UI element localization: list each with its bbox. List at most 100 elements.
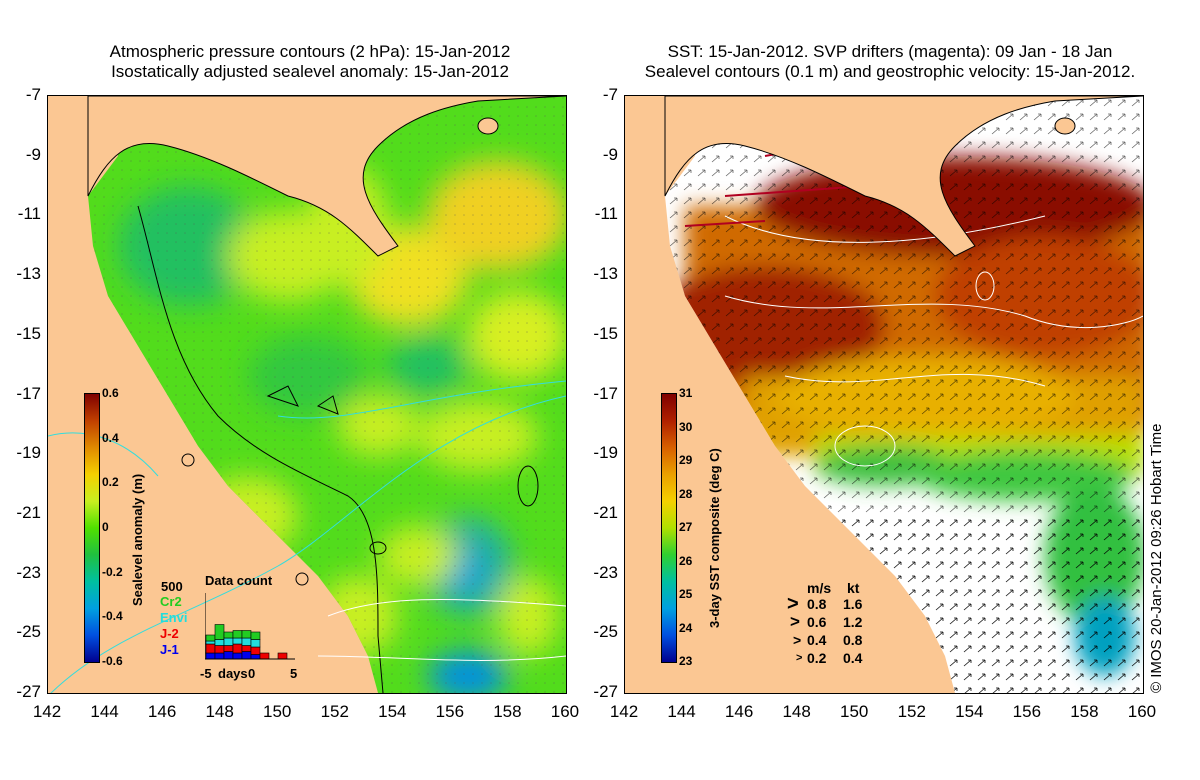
velocity-arrow-icon: > (787, 593, 799, 615)
x-tick-label: 144 (90, 702, 119, 721)
y-tick-label: -17 (16, 383, 41, 403)
data-count-x-label: days (218, 666, 248, 681)
sst-map: 31 30 29 28 27 26 25 24 23 3-day SST composite (… (624, 95, 1144, 694)
x-tick-label: 146 (724, 702, 754, 721)
sealevel-colorbar-label: Sealevel anomaly (m) (130, 473, 145, 606)
data-count-bar-cr2 (241, 630, 252, 639)
x-tick-label: 148 (782, 702, 811, 721)
data-count-bar-envi (223, 637, 234, 646)
data-count-bar-envi (232, 637, 243, 645)
data-count-bar-cr2 (232, 630, 243, 639)
x-tick-label: 158 (1070, 702, 1099, 721)
y-tick-label: -7 (25, 85, 41, 104)
y-tick-label: -13 (593, 264, 618, 284)
y-tick-label: -15 (16, 323, 41, 343)
colorbar-tick-label: 0.6 (102, 386, 119, 400)
data-count-bar-j-1 (214, 652, 225, 660)
colorbar-tick-label: -0.6 (102, 654, 123, 668)
colorbar-tick-label: 30 (679, 419, 693, 434)
sealevel-map-graphic (48, 96, 566, 693)
data-count-bar-j-2 (277, 652, 288, 660)
colorbar-tick-label: 28 (679, 486, 693, 501)
x-tick-label: 158 (493, 702, 522, 721)
x-tick-label: 152 (320, 702, 349, 721)
sst-colorbar-label: 3-day SST composite (deg C) (707, 448, 722, 628)
data-count-bar-cr2 (214, 624, 225, 640)
velocity-arrow-icon: > (790, 612, 800, 631)
y-tick-label: -9 (25, 144, 41, 164)
data-count-bar-j-1 (241, 651, 252, 660)
data-count-bar-j-1 (232, 652, 243, 660)
mission-legend-j-1: J-1 (160, 642, 179, 657)
velocity-arrow-icon: > (796, 652, 803, 664)
colorbar-tick-label: 25 (679, 587, 693, 601)
velocity-arrow-icon: > (793, 632, 802, 648)
velocity-kt-value: 0.4 (843, 650, 863, 666)
data-count-x-label: -5 (200, 666, 212, 681)
data-count-x-label: 5 (290, 666, 298, 681)
colorbar-tick-label: 24 (679, 620, 693, 635)
velocity-ms-value: 0.2 (807, 650, 827, 666)
colorbar-tick-label: 27 (679, 520, 693, 534)
sst-map-graphic (625, 96, 1143, 693)
velocity-ms-value: 0.8 (807, 596, 827, 612)
mission-legend-cr2: Cr2 (160, 594, 182, 609)
velocity-ms-value: 0.6 (807, 614, 827, 630)
x-tick-label: 146 (147, 702, 177, 721)
data-count-bar-cr2 (205, 634, 216, 642)
data-count-bar-envi (241, 637, 252, 646)
velocity-kt-value: 1.2 (843, 614, 863, 630)
y-tick-label: -25 (16, 622, 41, 642)
x-tick-label: 160 (1127, 702, 1157, 721)
y-tick-label: -27 (593, 682, 618, 701)
y-tick-label: -27 (16, 682, 41, 701)
data-count-bar-j-2 (214, 645, 225, 654)
right-title-line1: SST: 15-Jan-2012. SVP drifters (magenta)… (667, 42, 1113, 61)
left-title-line2: Isostatically adjusted sealevel anomaly:… (111, 62, 509, 81)
data-count-bar-j-1 (250, 654, 261, 660)
y-tick-label: -11 (17, 204, 41, 224)
y-tick-label: -11 (594, 204, 618, 224)
y-tick-label: -9 (602, 144, 618, 164)
colorbar-tick-label: 0.2 (102, 475, 119, 490)
left-title-line1: Atmospheric pressure contours (2 hPa): 1… (109, 42, 511, 61)
x-tick-label: 150 (840, 702, 869, 721)
sealevel-anomaly-map: 0.6 0.4 0.2 0 -0.2 -0.4 -0.6 Sealevel anomaly … (47, 95, 567, 694)
x-tick-label: 154 (378, 702, 407, 721)
colorbar-tick-label: -0.2 (102, 564, 123, 579)
data-count-bar-j-1 (223, 651, 234, 660)
data-count-x-label: 0 (248, 666, 256, 681)
y-tick-label: -15 (593, 323, 618, 343)
right-title-line2: Sealevel contours (0.1 m) and geostrophi… (644, 62, 1136, 81)
x-tick-label: 160 (550, 702, 580, 721)
x-tick-label: 148 (205, 702, 234, 721)
y-tick-label: -17 (593, 383, 618, 403)
x-tick-label: 152 (897, 702, 926, 721)
data-count-max-label: 500 (161, 579, 183, 594)
x-tick-label: 156 (435, 702, 465, 721)
y-tick-label: -25 (593, 622, 618, 642)
colorbar-tick-label: 31 (679, 386, 693, 400)
y-tick-label: -21 (593, 502, 618, 522)
y-tick-label: -13 (16, 264, 41, 284)
velocity-kt-value: 1.6 (843, 596, 863, 612)
data-count-axis (205, 593, 295, 660)
x-tick-label: 154 (955, 702, 984, 721)
data-count-bar-j-1 (205, 652, 216, 660)
sealevel-colorbar (84, 393, 100, 663)
mission-legend-j-2: J-2 (160, 626, 179, 641)
colorbar-tick-label: 26 (679, 553, 693, 568)
velocity-ms-value: 0.4 (807, 632, 827, 648)
data-count-title: Data count (205, 573, 273, 588)
data-count-bar-j-2 (259, 652, 270, 660)
y-tick-label: -19 (593, 443, 618, 463)
data-count-bar-cr2 (250, 631, 261, 640)
y-tick-label: -19 (16, 443, 41, 463)
colorbar-tick-label: 23 (679, 654, 693, 668)
x-tick-label: 156 (1012, 702, 1042, 721)
data-count-bar-envi (205, 640, 216, 645)
velocity-kt-value: 0.8 (843, 632, 863, 648)
y-tick-label: -21 (16, 502, 41, 522)
copyright-notice: © IMOS 20-Jan-2012 09:26 Hobart Time (1148, 423, 1165, 693)
data-count-bar-j-2 (232, 643, 243, 654)
